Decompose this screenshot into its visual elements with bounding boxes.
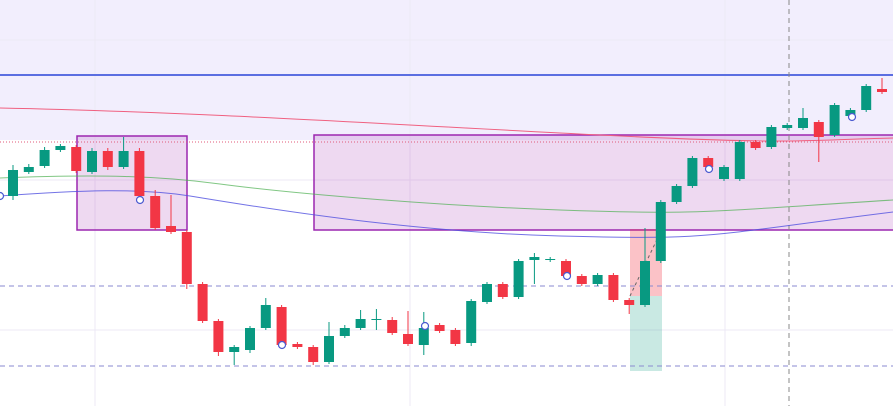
- candle-body: [845, 110, 856, 116]
- signal-marker: [704, 164, 714, 174]
- candle-body: [55, 146, 66, 150]
- candle-body: [324, 336, 334, 362]
- candle-body: [545, 259, 556, 260]
- candle-body: [529, 257, 540, 260]
- candle-body: [102, 151, 113, 167]
- candle-body: [624, 300, 635, 305]
- candle-body: [861, 86, 872, 110]
- candle-body: [418, 328, 429, 345]
- signal-marker: [847, 112, 857, 122]
- candle-body: [118, 151, 129, 167]
- candle-body: [766, 127, 777, 147]
- candle-body: [450, 330, 461, 344]
- candle-body: [355, 319, 366, 328]
- candle-body: [782, 125, 793, 128]
- zone-band: [0, 0, 893, 140]
- candle-body: [87, 151, 97, 172]
- candle-body: [513, 261, 524, 297]
- candle-body: [703, 158, 714, 167]
- candle-body: [8, 170, 18, 196]
- candle-body: [592, 275, 603, 284]
- candle-body: [150, 196, 161, 228]
- candle-body: [576, 276, 587, 284]
- candle-body: [276, 307, 287, 345]
- candle-body: [39, 150, 50, 166]
- reward-box: [630, 296, 662, 371]
- candle-body: [403, 334, 413, 344]
- candle-body: [245, 328, 255, 350]
- candle-body: [260, 305, 271, 328]
- candle-body: [813, 122, 824, 137]
- moving-average: [0, 107, 893, 142]
- candle-body: [719, 167, 729, 179]
- signal-marker: [135, 195, 145, 205]
- candle-body: [750, 142, 761, 148]
- candle-body: [308, 347, 319, 362]
- candle-body: [23, 167, 34, 172]
- signal-marker: [562, 271, 572, 281]
- candle-body: [134, 151, 145, 196]
- candle-body: [71, 147, 82, 171]
- candle-body: [181, 232, 192, 284]
- candle-body: [497, 284, 508, 297]
- candle-body: [482, 284, 492, 302]
- candle-body: [213, 321, 224, 352]
- moving-average: [0, 190, 893, 238]
- candles: [8, 78, 887, 365]
- candle-body: [292, 344, 303, 347]
- signal-marker: [420, 321, 430, 331]
- candle-body: [466, 301, 477, 343]
- candle-body: [371, 319, 382, 320]
- candle-body: [671, 186, 682, 202]
- candle-body: [434, 325, 445, 331]
- signals: [0, 112, 857, 350]
- candle-body: [877, 89, 887, 92]
- zone-box: [313, 134, 893, 231]
- candle-body: [640, 261, 650, 305]
- candle-body: [339, 328, 350, 336]
- candle-body: [829, 105, 840, 135]
- candle-body: [608, 275, 619, 300]
- candle-body: [655, 202, 666, 261]
- candle-body: [561, 261, 571, 276]
- candle-body: [229, 347, 240, 352]
- candle-body: [197, 284, 208, 321]
- candle-body: [798, 118, 808, 128]
- candle-body: [166, 226, 176, 232]
- candle-body: [387, 320, 398, 333]
- signal-marker: [277, 340, 287, 350]
- candle-body: [687, 158, 698, 186]
- signal-marker: [0, 191, 5, 201]
- candle-body: [734, 142, 745, 179]
